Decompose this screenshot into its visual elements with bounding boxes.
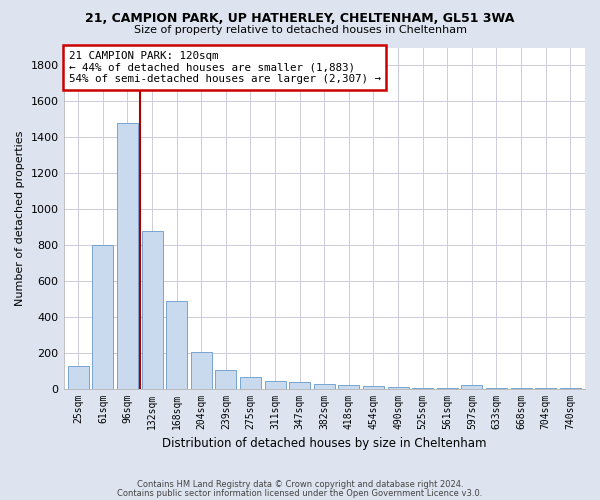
- Bar: [215, 370, 236, 388]
- Bar: [142, 230, 163, 388]
- Text: Size of property relative to detached houses in Cheltenham: Size of property relative to detached ho…: [133, 25, 467, 35]
- Text: Contains HM Land Registry data © Crown copyright and database right 2024.: Contains HM Land Registry data © Crown c…: [137, 480, 463, 489]
- Bar: [117, 123, 138, 388]
- Bar: [191, 352, 212, 389]
- Bar: [68, 366, 89, 388]
- Text: 21 CAMPION PARK: 120sqm
← 44% of detached houses are smaller (1,883)
54% of semi: 21 CAMPION PARK: 120sqm ← 44% of detache…: [69, 51, 381, 84]
- Bar: [338, 384, 359, 388]
- Bar: [166, 300, 187, 388]
- Bar: [289, 382, 310, 388]
- Text: 21, CAMPION PARK, UP HATHERLEY, CHELTENHAM, GL51 3WA: 21, CAMPION PARK, UP HATHERLEY, CHELTENH…: [85, 12, 515, 26]
- X-axis label: Distribution of detached houses by size in Cheltenham: Distribution of detached houses by size …: [162, 437, 487, 450]
- Bar: [240, 377, 261, 388]
- Bar: [363, 386, 384, 388]
- Bar: [92, 245, 113, 388]
- Bar: [265, 381, 286, 388]
- Bar: [314, 384, 335, 388]
- Bar: [388, 387, 409, 388]
- Bar: [461, 386, 482, 388]
- Text: Contains public sector information licensed under the Open Government Licence v3: Contains public sector information licen…: [118, 488, 482, 498]
- Y-axis label: Number of detached properties: Number of detached properties: [15, 130, 25, 306]
